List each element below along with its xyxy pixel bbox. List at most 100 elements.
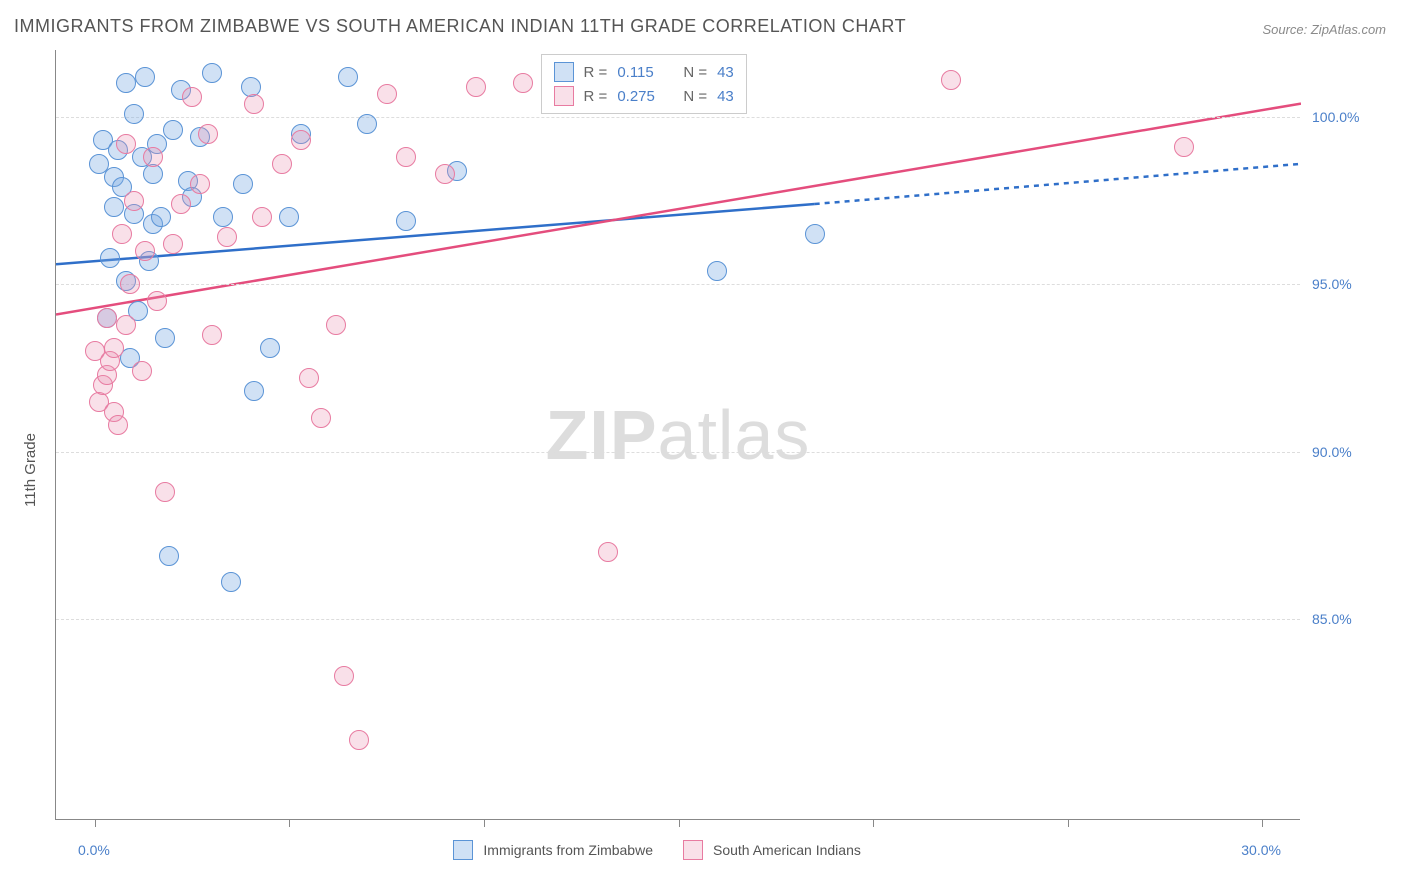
data-point [190,174,210,194]
data-point [135,67,155,87]
data-point [171,194,191,214]
n-value: 43 [717,64,734,81]
data-point [163,120,183,140]
x-tick-mark [679,819,680,827]
data-point [147,291,167,311]
legend-item: South American Indians [683,838,861,862]
data-point [334,666,354,686]
data-point [941,70,961,90]
data-point [104,197,124,217]
data-point [124,104,144,124]
n-label: N = [683,64,707,81]
data-point [163,234,183,254]
data-point [233,174,253,194]
data-point [221,572,241,592]
data-point [311,408,331,428]
correlation-legend: R = 0.115 N = 43 R = 0.275 N = 43 [541,54,747,114]
legend-label: Immigrants from Zimbabwe [483,842,653,858]
x-tick-label: 0.0% [78,842,110,858]
data-point [120,274,140,294]
data-point [357,114,377,134]
y-tick-label: 100.0% [1312,109,1359,125]
data-point [151,207,171,227]
data-point [213,207,233,227]
data-point [155,328,175,348]
data-point [159,546,179,566]
y-tick-label: 85.0% [1312,611,1352,627]
data-point [244,381,264,401]
legend-row: R = 0.275 N = 43 [554,84,734,108]
legend-label: South American Indians [713,842,861,858]
plot-area: ZIPatlas [55,50,1300,820]
legend-swatch [554,86,574,106]
data-point [326,315,346,335]
data-point [513,73,533,93]
data-point [143,147,163,167]
data-point [435,164,455,184]
data-point [707,261,727,281]
data-point [116,315,136,335]
data-point [377,84,397,104]
gridline [56,619,1300,620]
data-point [202,63,222,83]
y-tick-label: 95.0% [1312,276,1352,292]
data-point [349,730,369,750]
data-point [100,248,120,268]
data-point [338,67,358,87]
data-point [124,191,144,211]
data-point [598,542,618,562]
x-tick-mark [873,819,874,827]
legend-swatch [453,840,473,860]
source-citation: Source: ZipAtlas.com [1262,22,1386,37]
data-point [260,338,280,358]
data-point [97,308,117,328]
legend-row: R = 0.115 N = 43 [554,60,734,84]
gridline [56,284,1300,285]
legend-item: Immigrants from Zimbabwe [453,838,653,862]
legend-swatch [683,840,703,860]
data-point [112,224,132,244]
data-point [108,415,128,435]
regression-lines [56,50,1301,820]
x-tick-mark [1262,819,1263,827]
data-point [252,207,272,227]
data-point [244,94,264,114]
data-point [132,361,152,381]
data-point [135,241,155,261]
n-value: 43 [717,88,734,105]
data-point [116,134,136,154]
data-point [202,325,222,345]
data-point [182,87,202,107]
n-label: N = [683,88,707,105]
data-point [805,224,825,244]
r-value: 0.115 [617,64,673,81]
data-point [466,77,486,97]
data-point [396,211,416,231]
data-point [396,147,416,167]
data-point [104,338,124,358]
chart-container: IMMIGRANTS FROM ZIMBABWE VS SOUTH AMERIC… [0,0,1406,892]
x-tick-mark [1068,819,1069,827]
gridline [56,452,1300,453]
series-legend: Immigrants from Zimbabwe South American I… [453,838,860,862]
watermark: ZIPatlas [546,395,811,475]
x-tick-mark [484,819,485,827]
x-tick-label: 30.0% [1241,842,1281,858]
data-point [1174,137,1194,157]
gridline [56,117,1300,118]
chart-title: IMMIGRANTS FROM ZIMBABWE VS SOUTH AMERIC… [14,16,906,37]
data-point [116,73,136,93]
data-point [198,124,218,144]
r-value: 0.275 [617,88,673,105]
y-tick-label: 90.0% [1312,444,1352,460]
r-label: R = [584,64,608,81]
y-axis-label: 11th Grade [22,433,39,507]
legend-swatch [554,62,574,82]
r-label: R = [584,88,608,105]
data-point [155,482,175,502]
data-point [291,130,311,150]
x-tick-mark [95,819,96,827]
data-point [279,207,299,227]
data-point [272,154,292,174]
data-point [299,368,319,388]
